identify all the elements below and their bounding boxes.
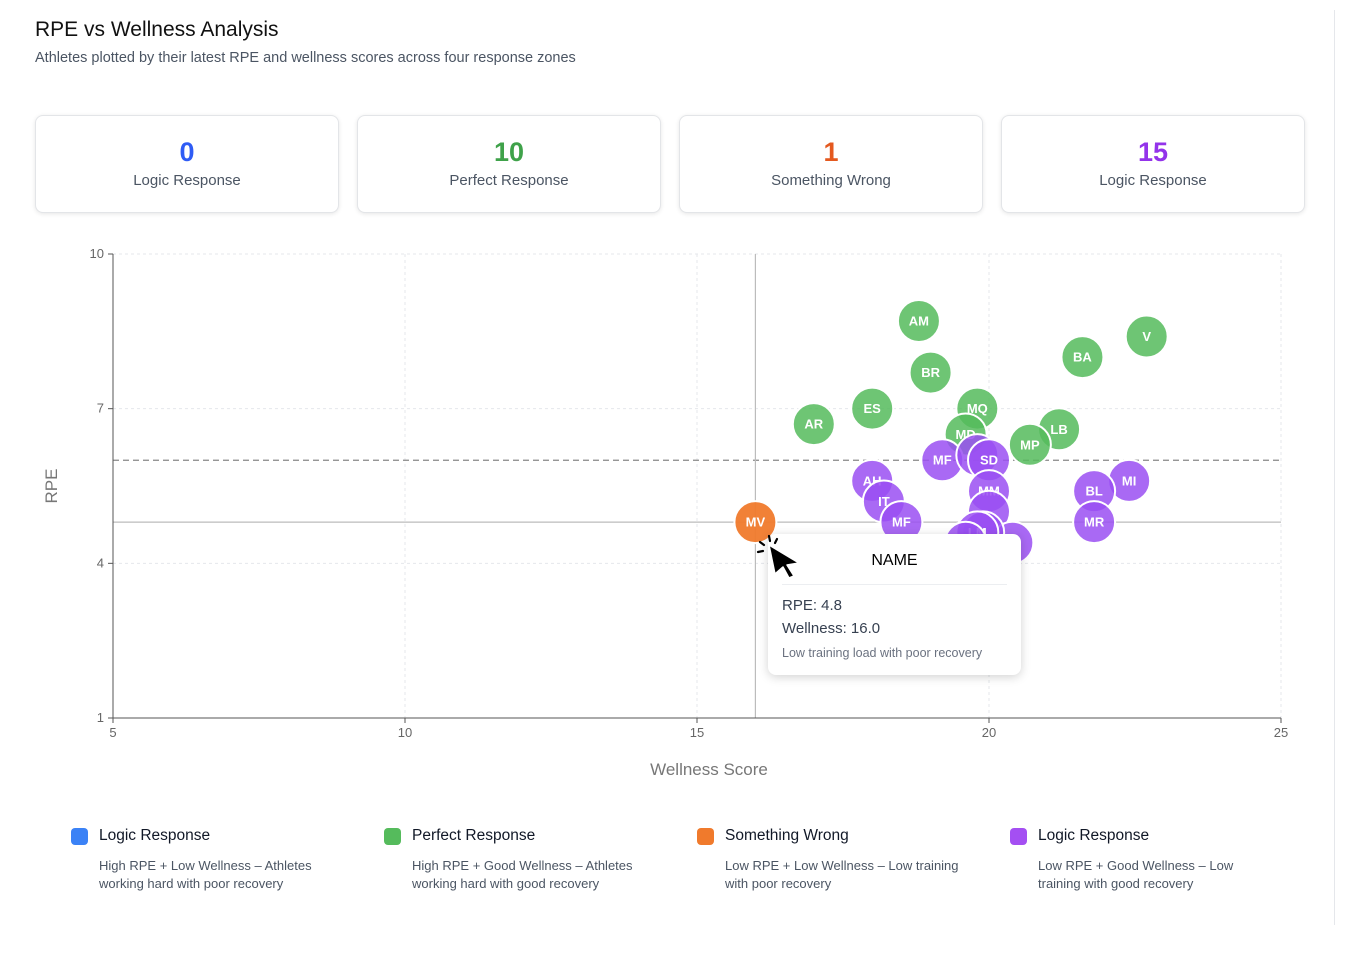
y-tick-label: 10 bbox=[90, 246, 104, 261]
legend-title: Perfect Response bbox=[412, 827, 536, 844]
athlete-point[interactable]: BA bbox=[1060, 335, 1105, 380]
x-tick-label: 15 bbox=[690, 725, 704, 740]
stat-value: 15 bbox=[1137, 137, 1169, 167]
athlete-point[interactable]: MR bbox=[1072, 500, 1117, 545]
athlete-point-label: BR bbox=[921, 365, 940, 380]
stat-value: 10 bbox=[493, 137, 525, 167]
x-tick-label: 10 bbox=[398, 725, 412, 740]
athlete-point[interactable]: MP bbox=[1007, 422, 1052, 467]
tooltip-divider bbox=[782, 584, 1007, 585]
athlete-point-label: LB bbox=[1050, 422, 1067, 437]
y-tick-label: 4 bbox=[97, 555, 104, 570]
athlete-point-marker bbox=[1124, 314, 1169, 359]
legend-description: High RPE + Low Wellness – Athletes worki… bbox=[99, 858, 312, 891]
athlete-point-label: MF bbox=[892, 515, 911, 530]
stat-card-logic-low[interactable]: 15 Logic Response bbox=[1001, 115, 1305, 213]
page-title: RPE vs Wellness Analysis bbox=[35, 18, 279, 41]
athlete-point-label: ES bbox=[864, 401, 882, 416]
stat-label: Logic Response bbox=[1099, 172, 1207, 189]
stat-label: Logic Response bbox=[133, 172, 241, 189]
scatter-chart[interactable]: 5 10 15 20 25 1 4 7 10 Wellness Score RPE AM V BA BR ES… bbox=[0, 235, 1320, 795]
stat-label: Perfect Response bbox=[449, 172, 569, 189]
athlete-point-marker bbox=[850, 386, 895, 431]
athlete-point[interactable]: AM bbox=[896, 299, 941, 344]
y-tick-label: 7 bbox=[97, 401, 104, 416]
athlete-point-label: MV bbox=[746, 515, 766, 530]
athlete-point[interactable]: MV bbox=[733, 500, 778, 545]
x-axis-title: Wellness Score bbox=[650, 760, 768, 779]
y-axis-title: RPE bbox=[42, 469, 61, 504]
athlete-point-marker bbox=[733, 500, 778, 545]
page-subtitle: Athletes plotted by their latest RPE and… bbox=[35, 50, 576, 66]
legend-title: Something Wrong bbox=[725, 827, 849, 844]
athlete-point[interactable]: V bbox=[1124, 314, 1169, 359]
athlete-point-marker bbox=[1072, 500, 1117, 545]
legend-swatch bbox=[1010, 828, 1027, 845]
tooltip-rpe: RPE: 4.8 bbox=[782, 597, 843, 614]
athlete-point-label: AR bbox=[804, 417, 823, 432]
athlete-point-label: MR bbox=[1084, 515, 1105, 530]
stat-value: 0 bbox=[179, 137, 195, 167]
tooltip-name: NAME bbox=[871, 552, 918, 569]
x-tick-label: 25 bbox=[1274, 725, 1288, 740]
data-points: AMVBABRESMQARMDLBMPMFSDMIAHMMBLITMFMRLMM… bbox=[733, 299, 1169, 565]
athlete-point-marker bbox=[1060, 335, 1105, 380]
athlete-point-marker bbox=[1007, 422, 1052, 467]
athlete-point-label: MF bbox=[933, 453, 952, 468]
athlete-point[interactable]: ES bbox=[850, 386, 895, 431]
stat-card-logic-high[interactable]: 0 Logic Response bbox=[35, 115, 339, 213]
athlete-point-label: V bbox=[1142, 329, 1151, 344]
athlete-point-label: MP bbox=[1020, 437, 1040, 452]
athlete-point-label: IT bbox=[878, 494, 890, 509]
legend-title: Logic Response bbox=[1038, 827, 1150, 844]
athlete-point[interactable]: BR bbox=[908, 350, 953, 395]
athlete-point-marker bbox=[896, 299, 941, 344]
athlete-point-label: AM bbox=[909, 314, 929, 329]
athlete-point-label: MQ bbox=[967, 401, 988, 416]
athlete-tooltip: NAME RPE: 4.8 Wellness: 16.0 Low trainin… bbox=[768, 534, 1021, 675]
athlete-point-label: MI bbox=[1122, 473, 1136, 488]
legend-description: Low RPE + Low Wellness – Low training wi… bbox=[725, 858, 959, 891]
x-tick-label: 5 bbox=[109, 725, 116, 740]
athlete-point-marker bbox=[791, 402, 836, 447]
athlete-point-label: SD bbox=[980, 453, 998, 468]
athlete-point[interactable]: SD bbox=[967, 438, 1011, 483]
x-tick-label: 20 bbox=[982, 725, 996, 740]
pointer-cursor-icon bbox=[756, 534, 800, 579]
athlete-point-marker bbox=[908, 350, 953, 395]
athlete-point-label: BL bbox=[1085, 484, 1102, 499]
panel-divider bbox=[1334, 10, 1335, 925]
legend-title: Logic Response bbox=[99, 827, 211, 844]
legend-swatch bbox=[697, 828, 714, 845]
stat-card-wrong[interactable]: 1 Something Wrong bbox=[679, 115, 983, 213]
legend-description: Low RPE + Good Wellness – Low training w… bbox=[1038, 858, 1234, 891]
stat-card-perfect[interactable]: 10 Perfect Response bbox=[357, 115, 661, 213]
athlete-point[interactable]: AR bbox=[791, 402, 836, 447]
legend-swatch bbox=[71, 828, 88, 845]
legend-swatch bbox=[384, 828, 401, 845]
y-tick-label: 1 bbox=[97, 710, 104, 725]
legend-description: High RPE + Good Wellness – Athletes work… bbox=[412, 858, 633, 891]
athlete-point-label: BA bbox=[1073, 350, 1092, 365]
tooltip-wellness: Wellness: 16.0 bbox=[782, 620, 881, 637]
stat-value: 1 bbox=[823, 137, 839, 167]
stat-label: Something Wrong bbox=[771, 172, 891, 189]
tooltip-description: Low training load with poor recovery bbox=[782, 646, 983, 660]
